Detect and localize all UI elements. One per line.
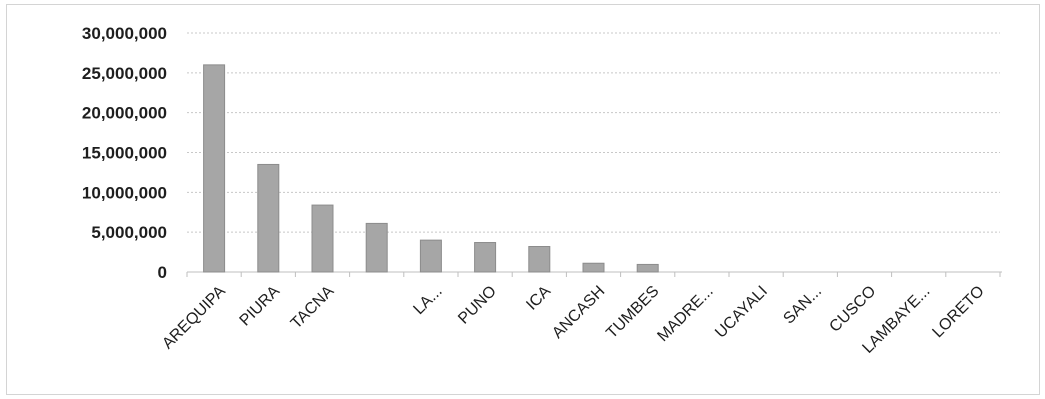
y-tick-label: 30,000,000	[82, 24, 167, 43]
x-tick-label: ICA	[523, 283, 554, 314]
y-tick-label: 20,000,000	[82, 104, 167, 123]
x-tick-label: SAN...	[780, 283, 825, 328]
bar	[365, 222, 388, 273]
bar	[257, 163, 280, 273]
x-tick-label: TACNA	[288, 283, 338, 333]
y-tick-label: 15,000,000	[82, 144, 167, 163]
bar	[311, 204, 334, 273]
y-tick-label: 10,000,000	[82, 183, 167, 202]
bar	[582, 262, 605, 273]
x-tick-label: MADRE...	[654, 283, 716, 345]
bar	[203, 64, 226, 273]
bar	[474, 242, 497, 273]
bar	[419, 239, 442, 273]
x-tick-label: ANCASH	[549, 283, 608, 342]
chart-frame	[6, 4, 1040, 395]
x-tick-label: PUNO	[455, 283, 500, 328]
x-tick-label: PIURA	[237, 283, 284, 330]
bar	[636, 263, 659, 273]
y-tick-label: 0	[158, 263, 167, 282]
x-tick-label: UCAYALI	[712, 283, 771, 342]
bar	[528, 246, 551, 273]
y-tick-label: 25,000,000	[82, 64, 167, 83]
x-tick-label: CUSCO	[826, 283, 879, 336]
y-tick-label: 5,000,000	[91, 223, 167, 242]
x-tick-label: LA...	[410, 283, 445, 318]
x-tick-label: AREQUIPA	[159, 283, 229, 353]
x-tick-label: LORETO	[929, 283, 987, 341]
